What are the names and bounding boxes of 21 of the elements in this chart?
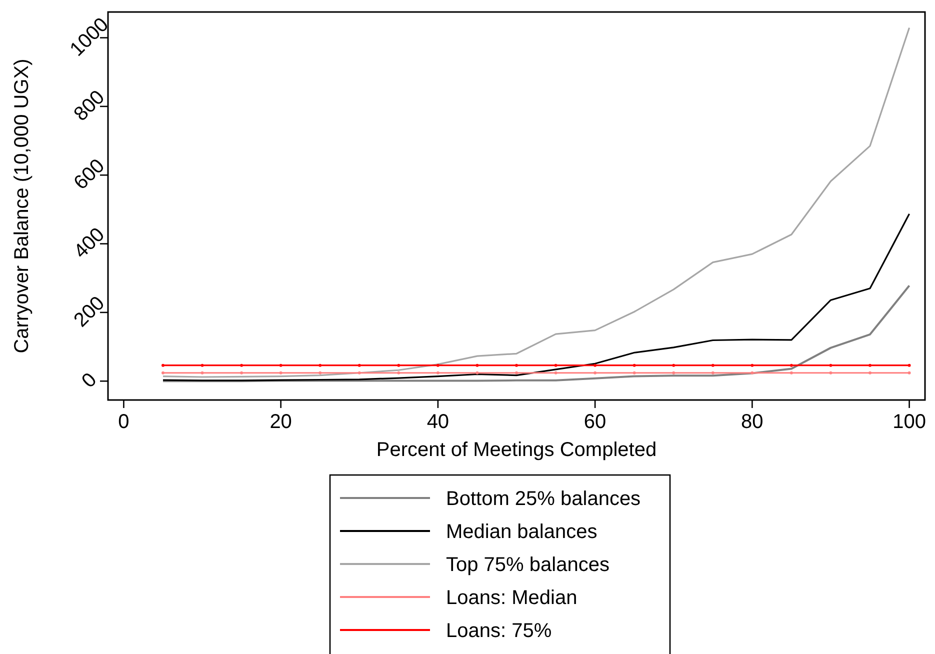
legend-label: Loans: 75% [446, 620, 552, 642]
x-tick-label: 80 [741, 411, 764, 433]
x-tick-label: 20 [270, 411, 292, 433]
legend-label: Median balances [446, 521, 598, 543]
line-series [162, 26, 910, 378]
legend-label: Loans: Median [446, 587, 578, 609]
x-tick-label: 40 [426, 411, 450, 433]
line-series [162, 213, 910, 382]
legend-label: Bottom 25% balances [446, 488, 641, 510]
line-series [162, 284, 910, 382]
x-tick-label: 100 [892, 411, 926, 433]
y-axis-title: Carryover Balance (10,000 UGX) [11, 58, 33, 354]
x-axis-title: Percent of Meetings Completed [376, 439, 657, 461]
y-tick-label: 600 [70, 155, 110, 194]
y-tick-label: 400 [70, 224, 110, 263]
y-tick-label: 0 [78, 368, 102, 392]
x-tick-label: 60 [584, 411, 606, 433]
y-tick-label: 200 [70, 292, 110, 332]
x-tick-label: 0 [118, 411, 130, 433]
y-tick-label: 800 [70, 86, 110, 126]
legend-label: Top 75% balances [446, 554, 610, 576]
